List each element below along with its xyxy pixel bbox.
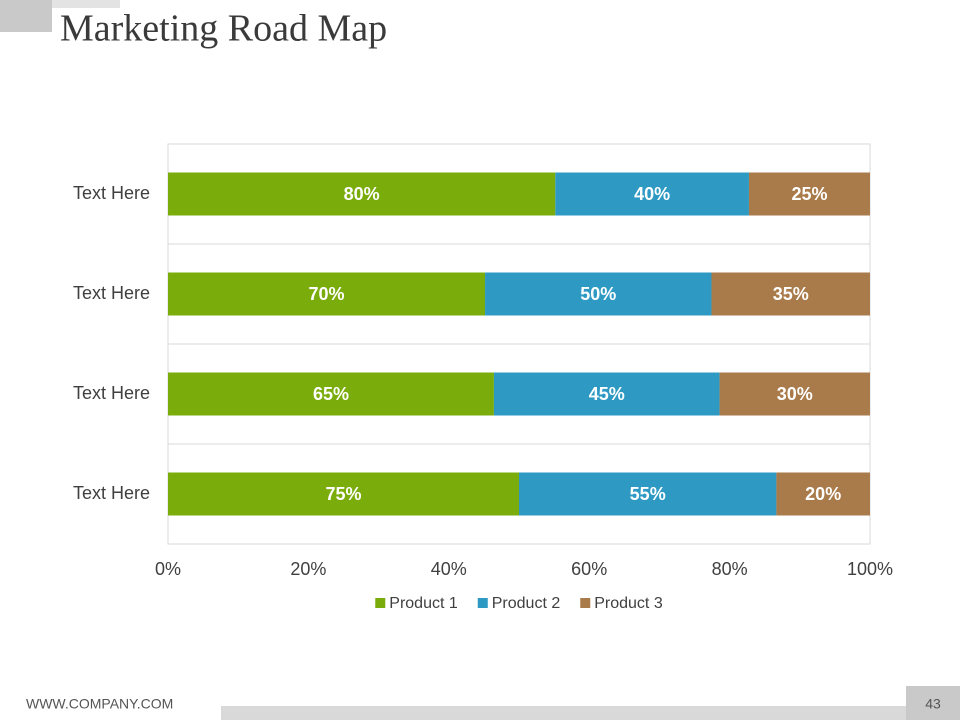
data-label: 25%	[791, 184, 827, 204]
data-label: 75%	[325, 484, 361, 504]
x-tick-label: 60%	[571, 559, 607, 579]
bar-segment	[168, 372, 494, 416]
bar-segment	[519, 472, 777, 516]
x-tick-label: 80%	[712, 559, 748, 579]
data-label: 65%	[313, 384, 349, 404]
data-label: 50%	[580, 284, 616, 304]
data-label: 70%	[309, 284, 345, 304]
legend-swatch	[477, 598, 488, 608]
x-tick-label: 20%	[290, 559, 326, 579]
corner-strip	[52, 0, 120, 8]
data-label: 35%	[773, 284, 809, 304]
legend-swatch	[580, 598, 591, 608]
data-label: 20%	[805, 484, 841, 504]
corner-block	[0, 0, 52, 32]
legend-label: Product 1	[389, 595, 458, 612]
y-tick-label: Text Here	[73, 183, 150, 203]
bar-segment	[776, 472, 870, 516]
x-tick-label: 0%	[155, 559, 181, 579]
slide-title: Marketing Road Map	[60, 8, 387, 50]
page-number-box	[906, 686, 960, 720]
legend-label: Product 3	[594, 595, 663, 612]
footer-bar	[221, 706, 906, 720]
bar-segment	[711, 272, 870, 316]
x-tick-label: 40%	[431, 559, 467, 579]
bar-segment	[719, 372, 870, 416]
legend-swatch	[375, 598, 386, 608]
data-label: 45%	[589, 384, 625, 404]
bar-segment	[485, 272, 712, 316]
y-tick-label: Text Here	[73, 383, 150, 403]
data-label: 55%	[630, 484, 666, 504]
footer-text: WWW.COMPANY.COM	[26, 696, 173, 712]
bar-segment	[748, 172, 870, 216]
x-tick-label: 100%	[847, 559, 893, 579]
bar-segment	[555, 172, 749, 216]
data-label: 40%	[634, 184, 670, 204]
y-tick-label: Text Here	[73, 283, 150, 303]
legend-label: Product 2	[492, 595, 561, 612]
page-number: 43	[925, 696, 941, 712]
bar-segment	[493, 372, 720, 416]
data-label: 30%	[777, 384, 813, 404]
bar-segment	[168, 272, 486, 316]
bar-segment	[168, 172, 556, 216]
data-label: 80%	[344, 184, 380, 204]
y-tick-label: Text Here	[73, 483, 150, 503]
bar-segment	[168, 472, 519, 516]
